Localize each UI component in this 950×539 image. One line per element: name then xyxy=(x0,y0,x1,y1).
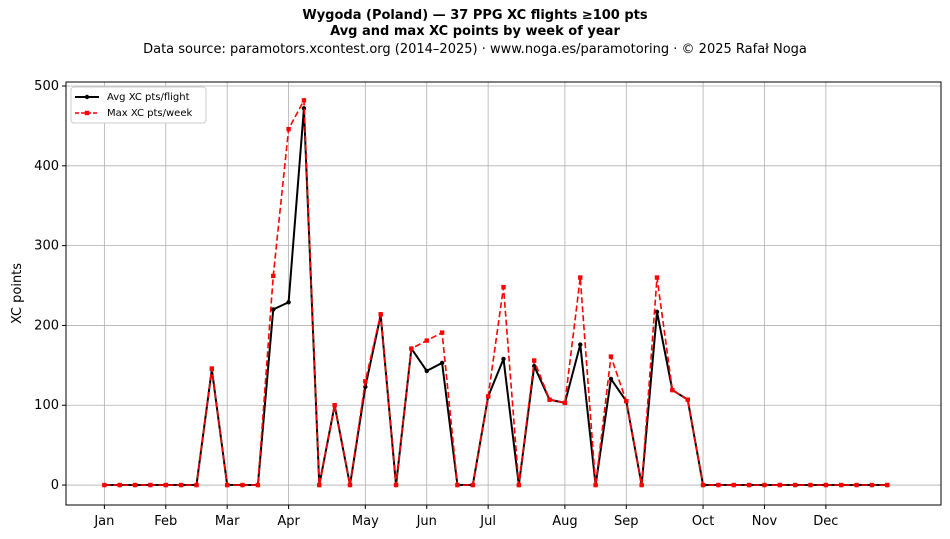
max-point xyxy=(409,346,414,351)
max-point xyxy=(731,482,736,488)
max-point xyxy=(224,482,230,488)
max-point xyxy=(792,482,798,488)
max-point xyxy=(854,482,859,488)
avg-point xyxy=(439,360,445,366)
max-point xyxy=(255,482,261,488)
x-tick-label: Nov xyxy=(752,514,778,529)
x-tick-label: Dec xyxy=(813,514,838,529)
x-tick-label: Jan xyxy=(93,514,114,529)
max-point xyxy=(317,482,322,488)
avg-point xyxy=(501,356,506,362)
legend-label-avg: Avg XC pts/flight xyxy=(107,92,190,103)
y-tick-label: 400 xyxy=(34,159,59,174)
max-point xyxy=(562,400,568,406)
max-point xyxy=(194,482,199,488)
max-point xyxy=(132,482,138,488)
max-point xyxy=(455,482,460,488)
max-point xyxy=(547,397,552,402)
max-point xyxy=(163,482,168,488)
max-point xyxy=(363,379,368,384)
max-point xyxy=(532,358,537,363)
legend-marker-avg xyxy=(84,94,90,100)
legend-label-max: Max XC pts/week xyxy=(107,108,192,119)
y-tick-label: 500 xyxy=(34,79,59,94)
avg-point xyxy=(608,376,614,382)
max-point xyxy=(332,403,337,408)
max-point xyxy=(102,482,107,488)
y-axis-label: XC points xyxy=(10,263,25,324)
legend-box xyxy=(70,86,207,124)
max-point xyxy=(516,482,522,488)
max-point xyxy=(148,482,153,488)
max-point xyxy=(393,482,399,488)
max-point xyxy=(839,482,844,488)
max-point xyxy=(777,482,783,488)
max-point xyxy=(470,482,475,488)
x-tick-label: Apr xyxy=(277,514,300,529)
max-point xyxy=(424,338,429,343)
x-tick-label: Mar xyxy=(215,514,240,529)
x-tick-label: Aug xyxy=(552,514,577,529)
x-tick-label: Jun xyxy=(416,514,437,529)
max-point xyxy=(746,482,752,488)
max-point xyxy=(439,330,445,335)
max-point xyxy=(685,397,690,402)
max-point xyxy=(654,275,660,280)
x-tick-label: May xyxy=(352,514,379,529)
max-point xyxy=(209,366,215,371)
y-tick-label: 200 xyxy=(34,318,59,333)
data-source-note: Data source: paramotors.xcontest.org (20… xyxy=(143,42,807,57)
legend: Avg XC pts/flight Max XC pts/week xyxy=(70,86,207,124)
max-point xyxy=(639,482,644,488)
y-tick-label: 0 xyxy=(51,478,59,493)
legend-marker-max xyxy=(84,110,90,116)
max-point xyxy=(608,354,614,359)
max-point xyxy=(117,482,122,488)
max-point xyxy=(869,482,875,488)
max-point xyxy=(271,273,276,279)
plot-frame xyxy=(65,81,942,506)
max-point xyxy=(501,284,506,290)
x-tick-label: Oct xyxy=(692,514,714,529)
max-point xyxy=(823,482,829,488)
max-point xyxy=(301,98,307,103)
x-tick-label: Sep xyxy=(614,514,639,529)
series-line-avg xyxy=(104,107,888,487)
y-tick-label: 100 xyxy=(34,398,59,413)
max-point xyxy=(716,482,721,488)
max-point xyxy=(762,482,767,488)
max-point xyxy=(593,482,598,488)
max-point xyxy=(378,312,383,317)
max-point xyxy=(700,482,706,488)
avg-point xyxy=(271,307,276,312)
avg-point xyxy=(424,368,429,374)
max-point xyxy=(670,387,675,393)
avg-point xyxy=(286,300,291,305)
max-point xyxy=(347,482,353,488)
max-point xyxy=(624,399,629,404)
max-point xyxy=(240,482,245,488)
x-tick-label: Jul xyxy=(479,514,496,529)
chart-subtitle: Avg and max XC points by week of year xyxy=(330,24,620,39)
max-point xyxy=(808,482,813,488)
y-tick-label: 300 xyxy=(34,239,59,254)
max-point xyxy=(286,126,291,132)
max-point xyxy=(178,482,184,488)
avg-point xyxy=(578,342,583,347)
avg-point xyxy=(654,309,660,315)
x-tick-label: Feb xyxy=(154,514,177,529)
chart-title: Wygoda (Poland) — 37 PPG XC flights ≥100… xyxy=(302,8,648,23)
max-point xyxy=(485,394,491,399)
max-point xyxy=(578,275,583,280)
max-point xyxy=(885,482,890,488)
series-line-max xyxy=(104,97,888,486)
grid-lines xyxy=(66,82,941,505)
